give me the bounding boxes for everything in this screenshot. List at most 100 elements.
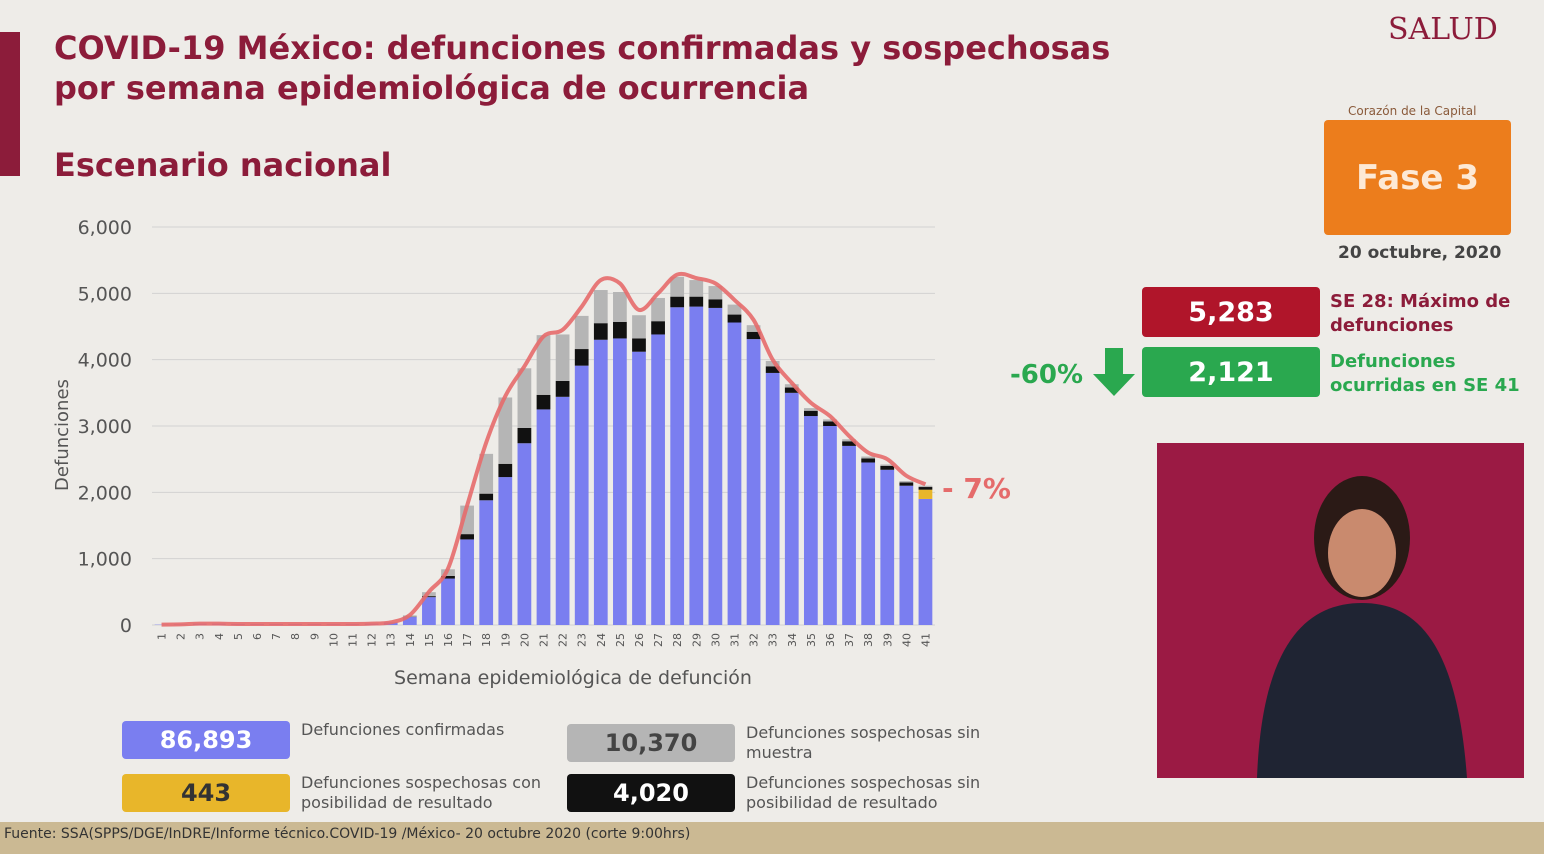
x-tick-label: 29 [690, 633, 703, 647]
bar-segment [441, 578, 455, 625]
bar-segment [842, 441, 856, 446]
x-tick-label: 33 [767, 633, 780, 647]
x-tick-label: 17 [461, 633, 474, 647]
legend-total: 10,370 [567, 724, 735, 762]
y-axis-label: Defunciones [52, 379, 73, 491]
max-text: SE 28: Máximo de defunciones [1330, 291, 1511, 336]
phase-box: Fase 3 [1324, 120, 1511, 235]
x-tick-label: 12 [366, 633, 379, 647]
y-tick-label: 4,000 [78, 350, 132, 372]
bar-segment [536, 409, 551, 625]
subtitle: Escenario nacional [54, 146, 392, 184]
logo-caption: Corazón de la Capital [1348, 104, 1477, 118]
x-tick-label: 3 [194, 633, 207, 640]
bar-segment [460, 539, 474, 625]
x-tick-label: 1 [156, 633, 169, 640]
x-tick-label: 5 [232, 633, 245, 640]
bar-segment [899, 485, 914, 625]
bar-segment [479, 500, 494, 625]
x-tick-label: 41 [919, 633, 932, 647]
bar-segment [746, 325, 761, 332]
interpreter-figure [1257, 476, 1467, 778]
bar-segment [651, 334, 665, 625]
x-tick-label: 10 [327, 633, 340, 647]
bar-segment [727, 322, 742, 625]
bar-segment [708, 286, 723, 300]
date: 20 octubre, 2020 [1338, 243, 1502, 263]
bar-segment [708, 307, 723, 625]
y-tick-label: 3,000 [78, 416, 132, 438]
logo: SALUD [1388, 12, 1498, 47]
footer: Fuente: SSA(SPPS/DGE/InDRE/Informe técni… [4, 826, 691, 842]
x-tick-label: 27 [652, 633, 665, 647]
bar-segment [861, 458, 876, 463]
bar-segment [498, 397, 513, 464]
last-text: Defunciones ocurridas en SE 41 [1330, 351, 1520, 396]
interpreter-video [1157, 443, 1524, 778]
legend-label: Defunciones sospechosas con posibilidad … [301, 773, 541, 812]
x-tick-label: 13 [385, 633, 398, 647]
x-tick-label: 14 [404, 633, 417, 647]
x-tick-label: 36 [824, 633, 837, 647]
change: -60% [1010, 360, 1084, 390]
accent-bar [0, 32, 20, 176]
max-value: 5,283 [1142, 287, 1320, 337]
legend-label: Defunciones sospechosas sin posibilidad … [746, 773, 981, 812]
bar-segment [765, 360, 780, 367]
bar-segment [689, 296, 704, 307]
legend-label: Defunciones confirmadas [301, 720, 505, 739]
legend-total: 86,893 [122, 721, 290, 759]
x-tick-label: 15 [423, 633, 436, 647]
bar-segment [613, 321, 627, 339]
x-tick-label: 19 [499, 633, 512, 647]
bar-segment [708, 299, 723, 308]
bar-segment [536, 335, 551, 395]
bar-segment [765, 366, 780, 373]
bar-segment [574, 365, 589, 625]
x-tick-label: 9 [308, 633, 321, 640]
bar-segment [899, 482, 914, 486]
bar-segment [574, 315, 589, 350]
bar-segment [727, 304, 742, 315]
bar-segment [727, 314, 742, 323]
x-tick-label: 2 [175, 633, 188, 640]
bar-segment [803, 416, 818, 625]
bar-segment [555, 380, 570, 397]
title: COVID-19 México: defunciones confirmadas… [54, 28, 1110, 108]
x-tick-label: 20 [518, 633, 531, 647]
x-tick-label: 8 [289, 633, 302, 640]
bar-segment [918, 485, 933, 488]
x-axis-label: Semana epidemiológica de defunción [394, 667, 752, 689]
x-tick-label: 28 [671, 633, 684, 647]
bar-segment [918, 489, 933, 499]
bar-segment [651, 321, 665, 335]
bar-segment [593, 290, 608, 324]
x-tick-label: 26 [633, 633, 646, 647]
x-tick-label: 7 [270, 633, 283, 640]
bar-segment [479, 493, 494, 501]
y-tick-label: 0 [120, 615, 132, 637]
bar-segment [823, 426, 837, 625]
last-value: 2,121 [1142, 347, 1320, 397]
bar-segment [422, 596, 436, 598]
bar-segment [498, 477, 513, 625]
y-tick-label: 1,000 [78, 549, 132, 571]
bar-segment [689, 306, 704, 625]
bar-segment [784, 387, 799, 393]
x-tick-label: 4 [213, 633, 226, 640]
bar-segment [784, 392, 799, 625]
bar-segment [651, 297, 665, 322]
bar-segment [670, 307, 685, 625]
bar-segment [765, 372, 780, 625]
legend-label: Defunciones sospechosas sin muestra [746, 723, 981, 762]
bar-segment [613, 292, 627, 322]
trend-line [161, 271, 927, 627]
bar-segment [517, 443, 532, 625]
bar-segment [746, 339, 761, 625]
bar-segment [861, 462, 876, 625]
y-tick-label: 6,000 [78, 217, 132, 239]
x-tick-label: 24 [595, 633, 608, 647]
bar-segment [536, 394, 551, 410]
x-tick-label: 40 [900, 633, 913, 647]
y-tick-label: 5,000 [78, 283, 132, 305]
